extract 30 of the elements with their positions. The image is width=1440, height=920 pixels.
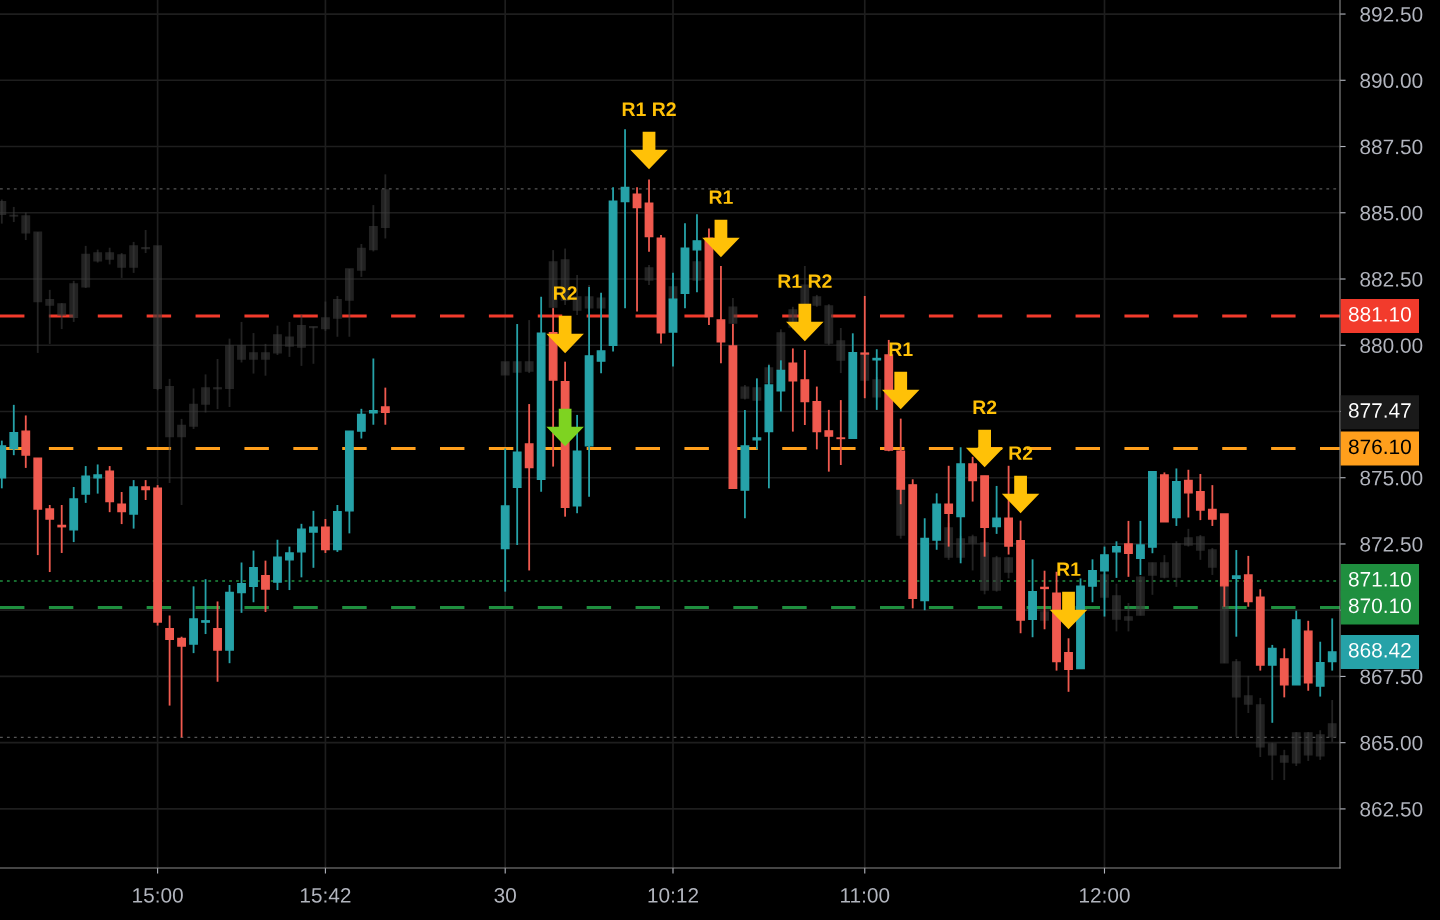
ref-line-label: 876.10 [1348,439,1411,455]
data-label: R2 [554,286,577,300]
y-tick-label: 882.50 [1360,272,1423,287]
data-label: R1 [709,190,733,204]
y-tick-label: 865.00 [1360,735,1423,751]
x-tick-label: 11:00 [841,887,890,903]
y-tick-label: 880.00 [1360,338,1423,353]
data-label: R1 R2 [778,274,832,288]
y-tick-label: 862.50 [1360,801,1423,817]
y-tick-label: 892.50 [1360,7,1423,22]
y-tick-label: 890.00 [1360,73,1423,89]
x-tick-label: 10:12 [648,887,699,903]
text: 877.47 [1348,403,1411,418]
x-tick-label: 15:00 [133,887,183,903]
x-tick-label: 30 [494,887,516,903]
data-label: R2 [973,400,997,414]
text: 868.42 [1348,642,1411,658]
data-label: R1 R2 [622,102,676,116]
ref-line-label: 881.10 [1348,306,1411,322]
y-tick-label: 885.00 [1360,205,1423,221]
y-tick-label: 887.50 [1360,139,1423,155]
x-tick-label: 15:42 [300,887,351,903]
x-tick-label: 12:00 [1080,887,1130,903]
y-tick-label: 872.50 [1360,536,1423,552]
data-label: R1 [1057,562,1081,576]
ref-line-label: 870.10 [1348,598,1411,614]
y-tick-label: 875.00 [1360,470,1423,486]
data-label: R2 [1009,446,1033,460]
ref-line-label: 871.10 [1348,571,1411,587]
y-tick-label: 867.50 [1360,669,1423,685]
